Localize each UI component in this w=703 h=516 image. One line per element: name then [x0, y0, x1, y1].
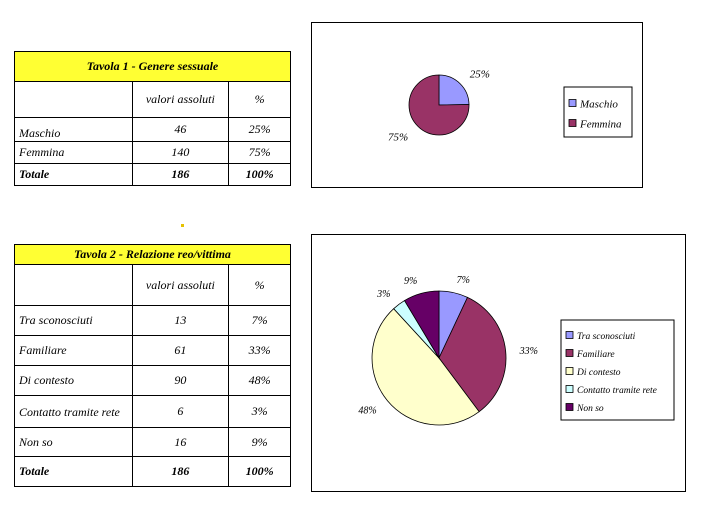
- decorative-dot: [181, 224, 184, 227]
- row-abs: 16: [131, 427, 230, 457]
- pie-slice: [438, 296, 507, 413]
- table-relazione-reo-vittima: Tavola 2 - Relazione reo/vittima valori …: [14, 244, 291, 487]
- legend-swatch: [565, 385, 574, 393]
- table-row-total: Totale 186 100%: [14, 163, 291, 186]
- legend-swatch: [568, 99, 577, 107]
- table1-header-pct: %: [228, 81, 291, 118]
- table1-header-abs: valori assoluti: [131, 81, 230, 118]
- table-row: Contatto tramite rete 6 3%: [14, 395, 291, 428]
- total-label: Totale: [14, 163, 133, 186]
- row-label: Maschio: [14, 117, 133, 142]
- chart-genere-sessuale: 25% 75% Maschio Femmina: [311, 22, 643, 188]
- table-row: Familiare 61 33%: [14, 335, 291, 366]
- row-abs: 46: [131, 117, 230, 142]
- legend-entry: Femmina: [579, 119, 622, 131]
- legend-swatch: [565, 331, 574, 339]
- table2-header-pct: %: [228, 264, 291, 306]
- row-abs: 140: [131, 141, 230, 164]
- table1-title: Tavola 1 - Genere sessuale: [14, 51, 291, 82]
- table-row: Di contesto 90 48%: [14, 365, 291, 396]
- row-pct: 48%: [228, 365, 291, 396]
- row-label: Familiare: [14, 335, 133, 366]
- row-pct: 3%: [228, 395, 291, 428]
- row-pct: 25%: [228, 117, 291, 142]
- legend-entry: Tra sconosciuti: [577, 332, 636, 342]
- pie-slice: [403, 290, 440, 360]
- chart-relazione-reo-vittima: 7% 33% 48% 3% 9% Tra sconosciuti Familiare Di c…: [311, 234, 686, 492]
- row-label: Femmina: [14, 141, 133, 164]
- pie-chart-relazione: 7% 33% 48% 3% 9% Tra sconosciuti Familiare Di c…: [358, 275, 675, 426]
- table-row: Maschio 46 25%: [14, 117, 291, 142]
- legend-swatch: [565, 403, 574, 411]
- legend-entry: Non so: [576, 404, 604, 414]
- row-abs: 6: [131, 395, 230, 428]
- data-label: 48%: [358, 406, 376, 417]
- row-pct: 33%: [228, 335, 291, 366]
- data-label: 25%: [470, 69, 490, 81]
- total-label: Totale: [14, 456, 133, 487]
- row-label: Tra sconosciuti: [14, 305, 133, 336]
- table-row: Tra sconosciuti 13 7%: [14, 305, 291, 336]
- legend-entry: Di contesto: [576, 368, 621, 378]
- table2-header-empty: [14, 264, 133, 306]
- table1-header-empty: [14, 81, 133, 118]
- pie-slice: [371, 308, 480, 426]
- total-pct: 100%: [228, 163, 291, 186]
- legend-entry: Familiare: [576, 350, 615, 360]
- data-label: 7%: [457, 275, 470, 286]
- legend: [563, 86, 633, 138]
- row-abs: 13: [131, 305, 230, 336]
- legend: [560, 319, 675, 421]
- data-label: 75%: [388, 131, 408, 143]
- row-abs: 90: [131, 365, 230, 396]
- row-pct: 7%: [228, 305, 291, 336]
- row-pct: 75%: [228, 141, 291, 164]
- table2-title: Tavola 2 - Relazione reo/vittima: [14, 244, 291, 265]
- legend-entry: Contatto tramite rete: [577, 386, 657, 396]
- row-pct: 9%: [228, 427, 291, 457]
- row-label: Contatto tramite rete: [14, 395, 133, 428]
- legend-swatch: [568, 119, 577, 127]
- pie-slice: [408, 74, 470, 136]
- legend-swatch: [565, 349, 574, 357]
- table-row: Femmina 140 75%: [14, 141, 291, 164]
- total-pct: 100%: [228, 456, 291, 487]
- pie-slice: [438, 74, 470, 106]
- row-abs: 61: [131, 335, 230, 366]
- legend-swatch: [565, 367, 574, 375]
- row-label: Di contesto: [14, 365, 133, 396]
- legend-entry: Maschio: [579, 99, 618, 111]
- table-row-total: Totale 186 100%: [14, 456, 291, 487]
- table-genere-sessuale: Tavola 1 - Genere sessuale valori assolu…: [14, 51, 291, 186]
- data-label: 33%: [519, 346, 538, 357]
- pie-chart-genere: 25% 75% Maschio Femmina: [388, 69, 633, 143]
- data-label: 9%: [404, 276, 417, 287]
- row-label: Non so: [14, 427, 133, 457]
- total-abs: 186: [131, 163, 230, 186]
- table2-header-abs: valori assoluti: [131, 264, 230, 306]
- total-abs: 186: [131, 456, 230, 487]
- table-row: Non so 16 9%: [14, 427, 291, 457]
- data-label: 3%: [376, 289, 390, 300]
